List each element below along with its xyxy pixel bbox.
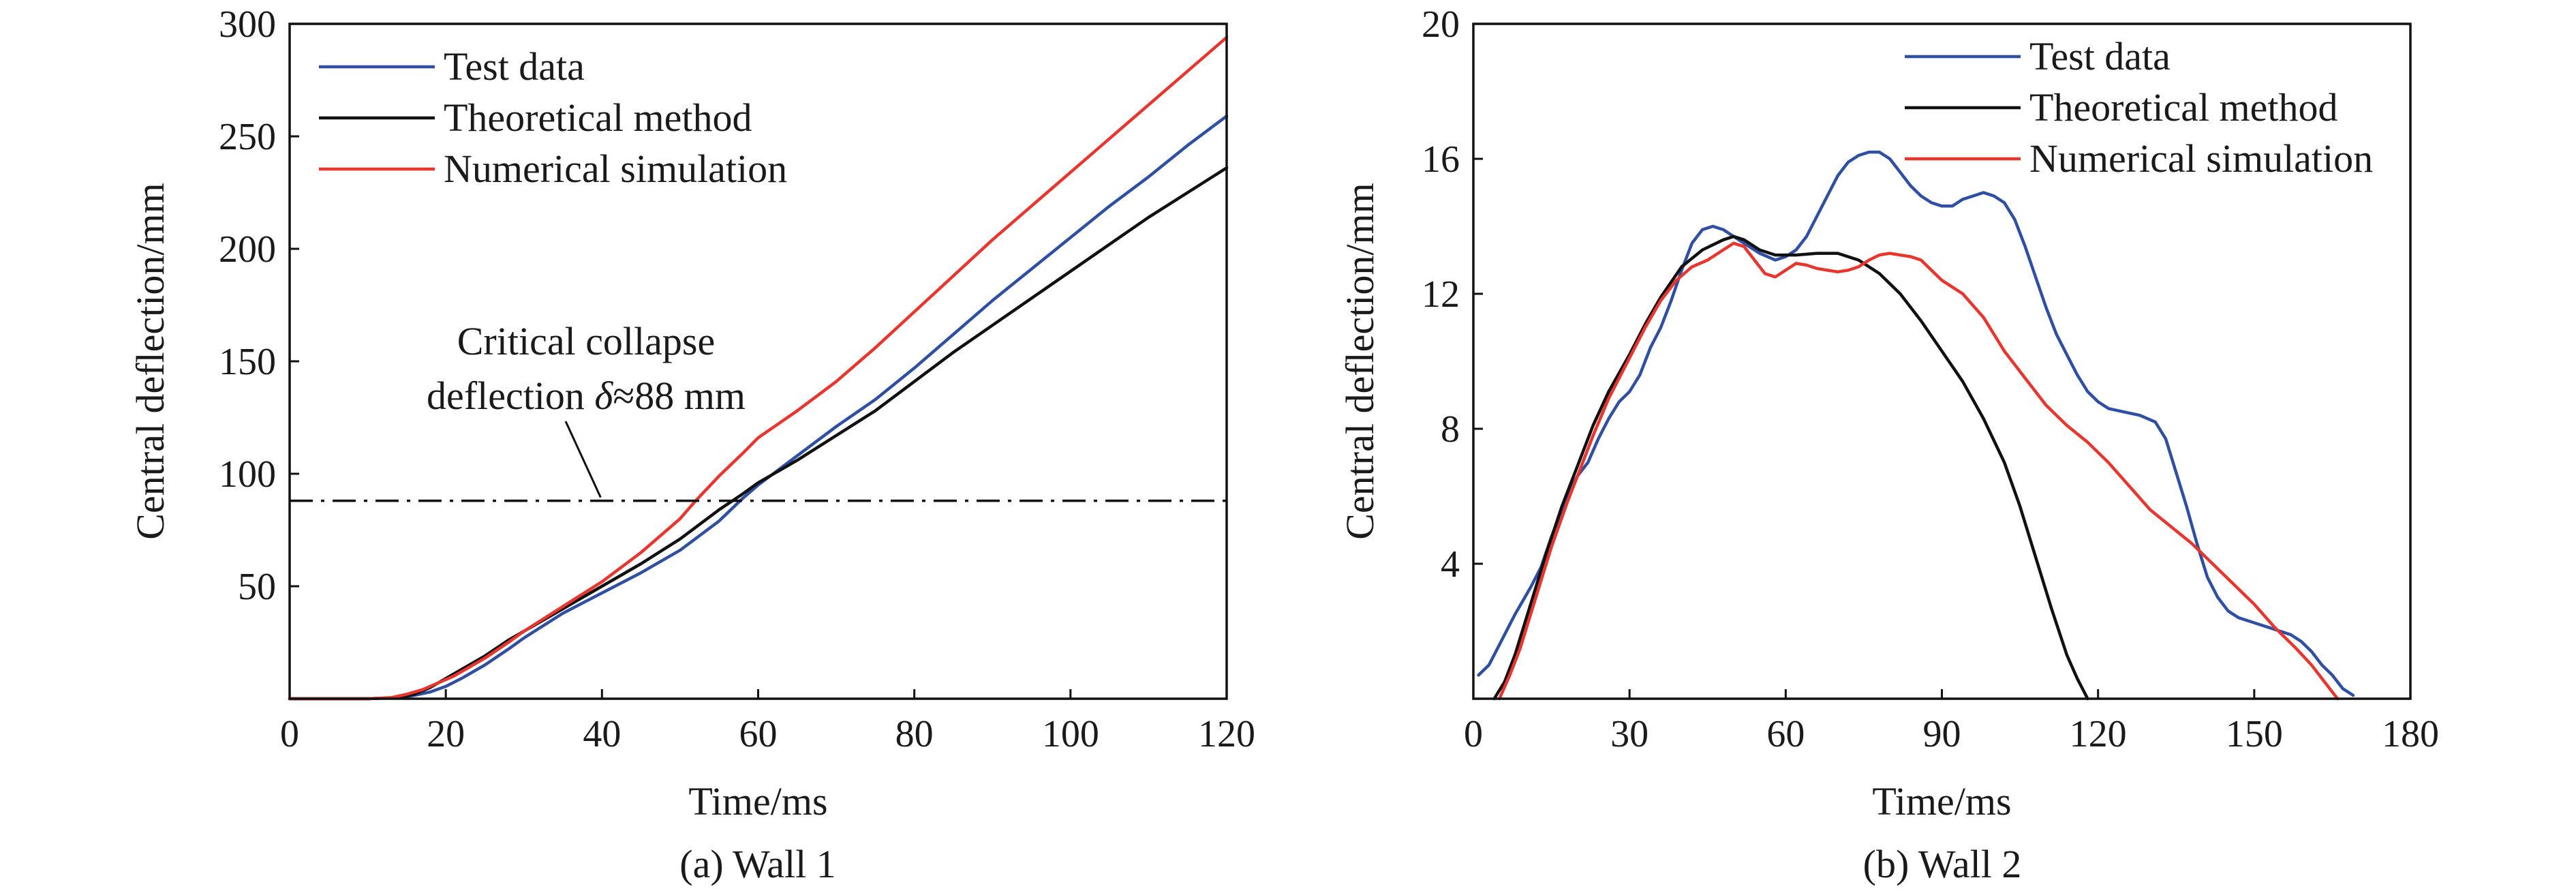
x-tick-label: 150 <box>2226 713 2283 755</box>
x-tick-label: 120 <box>2070 713 2127 755</box>
annotation-symbol: δ <box>594 374 613 418</box>
panel-caption: (a) Wall 1 <box>679 842 835 886</box>
annotation-prefix: deflection <box>427 374 594 418</box>
chart-panel-wall-2: 0 30 60 90 120 150 180 4 8 12 16 20 Time/ms Central d… <box>1338 3 2439 886</box>
series-line-numerical-simulation <box>288 35 1229 701</box>
series-line-theoretical-method <box>1492 234 2089 701</box>
x-tick-label: 80 <box>895 713 934 755</box>
legend-label-theoretical-method: Theoretical method <box>444 95 752 140</box>
x-tick-label: 20 <box>427 713 465 755</box>
x-tick-label: 180 <box>2382 713 2439 755</box>
x-tick-label: 100 <box>1042 713 1099 755</box>
y-axis-title: Central deflection/mm <box>1338 183 1382 539</box>
legend-label-numerical-simulation: Numerical simulation <box>2029 136 2373 181</box>
x-tick-label: 60 <box>739 713 778 755</box>
y-axis-title: Central deflection/mm <box>128 183 172 539</box>
legend-label-numerical-simulation: Numerical simulation <box>444 147 787 191</box>
series-line-test-data <box>1477 150 2355 697</box>
y-tick-label: 250 <box>219 116 276 158</box>
y-tick-label: 200 <box>219 228 276 271</box>
y-tick-label: 20 <box>1422 3 1460 46</box>
x-tick-label: 0 <box>1464 713 1483 755</box>
x-tick-label: 120 <box>1198 713 1255 755</box>
y-tick-label: 50 <box>238 566 276 608</box>
legend: Test data Theoretical method Numerical sim… <box>1905 34 2373 181</box>
annotation-line-1: Critical collapse <box>457 319 715 363</box>
series-line-numerical-simulation <box>1497 241 2340 701</box>
annotation-line-2: deflection δ≈88 mm <box>427 374 746 418</box>
legend: Test data Theoretical method Numerical sim… <box>319 44 787 191</box>
series-line-theoretical-method <box>288 166 1229 701</box>
panel-caption: (b) Wall 2 <box>1863 842 2022 886</box>
x-tick-label: 0 <box>280 713 299 755</box>
legend-label-theoretical-method: Theoretical method <box>2029 85 2338 130</box>
y-tick-label: 12 <box>1422 273 1460 316</box>
chart-panel-wall-1: Critical collapse deflection δ≈88 mm 0 20 40… <box>128 3 1255 886</box>
series-line-test-data <box>288 115 1229 701</box>
annotation-suffix: ≈88 mm <box>613 374 746 418</box>
y-tick-label: 16 <box>1422 138 1460 181</box>
x-tick-label: 30 <box>1610 713 1649 755</box>
annotation-pointer <box>564 421 602 498</box>
plot-frame <box>288 22 1228 700</box>
y-tick-label: 150 <box>219 341 276 383</box>
y-tick-label: 8 <box>1441 408 1460 451</box>
x-tick-label: 40 <box>583 713 621 755</box>
legend-label-test-data: Test data <box>2029 34 2171 78</box>
x-tick-label: 90 <box>1923 713 1961 755</box>
x-tick-label: 60 <box>1766 713 1805 755</box>
y-tick-label: 100 <box>219 453 276 496</box>
legend-label-test-data: Test data <box>444 44 585 89</box>
y-tick-label: 300 <box>219 3 276 46</box>
x-axis-title: Time/ms <box>688 779 827 823</box>
y-tick-label: 4 <box>1441 543 1460 586</box>
x-axis-title: Time/ms <box>1872 779 2011 823</box>
